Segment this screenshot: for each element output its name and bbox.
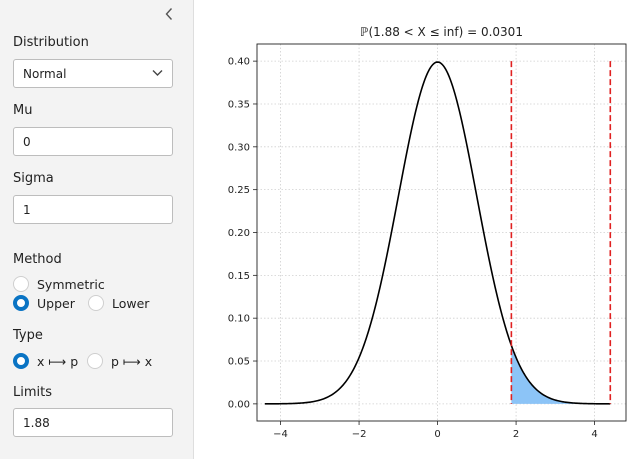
density-curve: [264, 61, 611, 405]
type-option-label: x ⟼ p: [37, 353, 79, 369]
y-tick-label: 0.40: [228, 57, 250, 68]
chevron-down-icon: [152, 70, 163, 76]
type-option-x-to-p[interactable]: x ⟼ p: [13, 353, 78, 369]
control-sidebar: Distribution Normal Mu 0 Sigma 1 Method …: [0, 0, 194, 459]
radio-upper[interactable]: [13, 295, 29, 311]
y-tick-label: 0.00: [228, 399, 250, 410]
limits-input[interactable]: 1.88: [13, 408, 173, 437]
chevron-left-icon: [165, 8, 173, 20]
y-tick-label: 0.05: [228, 357, 250, 368]
method-option-label: Lower: [112, 295, 150, 311]
distribution-value: Normal: [23, 66, 67, 81]
y-tick-label: 0.20: [228, 228, 250, 239]
method-option-label: Upper: [37, 295, 75, 311]
radio-lower[interactable]: [88, 295, 104, 311]
type-option-p-to-x[interactable]: p ⟼ x: [87, 353, 152, 369]
y-tick-label: 0.10: [228, 314, 250, 325]
method-option-upper[interactable]: Upper: [13, 295, 75, 311]
method-option-symmetric[interactable]: Symmetric: [13, 276, 105, 292]
shaded-area: [511, 345, 611, 404]
x-tick-label: −2: [352, 429, 367, 440]
y-tick-label: 0.15: [228, 271, 250, 282]
sigma-value: 1: [23, 202, 31, 217]
y-tick-label: 0.35: [228, 99, 250, 110]
x-tick-label: 4: [591, 429, 597, 440]
radio-p-to-x[interactable]: [87, 353, 103, 369]
distribution-chart: −4 −2 0 2 4 0.00 0.05 0.10 0.15 0.20 0.25 0.30 0.35 0…: [228, 25, 627, 440]
method-option-label: Symmetric: [37, 276, 105, 292]
distribution-select[interactable]: Normal: [13, 59, 173, 88]
type-option-label: p ⟼ x: [111, 353, 153, 369]
distribution-label: Distribution: [13, 35, 89, 50]
limits-label: Limits: [13, 385, 52, 400]
y-tick-label: 0.25: [228, 185, 250, 196]
x-tick-label: 2: [513, 429, 519, 440]
type-label: Type: [13, 328, 43, 343]
mu-label: Mu: [13, 103, 33, 118]
chart-title: ℙ(1.88 < X ≤ inf) = 0.0301: [360, 25, 523, 39]
sigma-input[interactable]: 1: [13, 195, 173, 224]
mu-input[interactable]: 0: [13, 127, 173, 156]
radio-symmetric[interactable]: [13, 276, 29, 292]
method-label: Method: [13, 252, 62, 267]
x-tick-label: −4: [273, 429, 288, 440]
radio-x-to-p[interactable]: [13, 353, 29, 369]
method-option-lower[interactable]: Lower: [88, 295, 149, 311]
x-tick-label: 0: [434, 429, 440, 440]
limits-value: 1.88: [23, 415, 50, 430]
axes-frame: [256, 43, 627, 422]
distribution-plot: −4 −2 0 2 4 0.00 0.05 0.10 0.15 0.20 0.25 0.30 0.35 0…: [195, 0, 642, 459]
collapse-sidebar-button[interactable]: [160, 4, 178, 24]
mu-value: 0: [23, 134, 31, 149]
y-tick-label: 0.30: [228, 142, 250, 153]
sigma-label: Sigma: [13, 171, 54, 186]
